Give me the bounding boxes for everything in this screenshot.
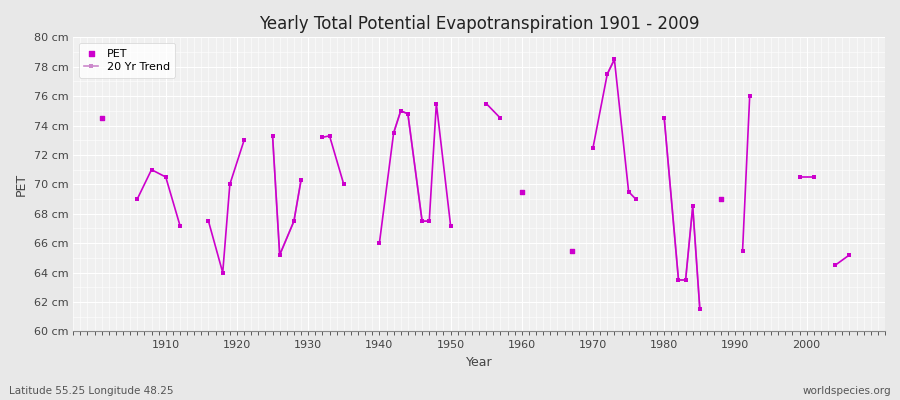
20 Yr Trend bbox=[295, 178, 306, 182]
PET bbox=[94, 115, 109, 122]
20 Yr Trend bbox=[289, 219, 300, 224]
Legend: PET, 20 Yr Trend: PET, 20 Yr Trend bbox=[78, 43, 176, 78]
Y-axis label: PET: PET bbox=[15, 173, 28, 196]
Line: 20 Yr Trend: 20 Yr Trend bbox=[271, 134, 303, 257]
Point bbox=[714, 196, 728, 202]
X-axis label: Year: Year bbox=[466, 356, 492, 369]
Point bbox=[515, 188, 529, 195]
20 Yr Trend bbox=[267, 134, 278, 138]
Text: Latitude 55.25 Longitude 48.25: Latitude 55.25 Longitude 48.25 bbox=[9, 386, 174, 396]
Text: worldspecies.org: worldspecies.org bbox=[803, 386, 891, 396]
Title: Yearly Total Potential Evapotranspiration 1901 - 2009: Yearly Total Potential Evapotranspiratio… bbox=[259, 15, 699, 33]
Point bbox=[564, 247, 579, 254]
20 Yr Trend bbox=[274, 252, 285, 257]
